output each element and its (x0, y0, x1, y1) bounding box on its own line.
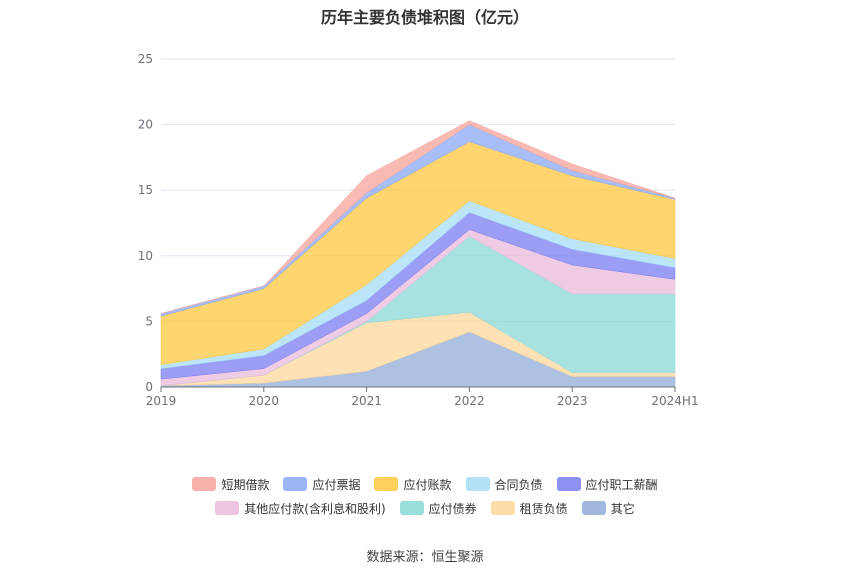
x-tick-label: 2022 (454, 394, 485, 408)
legend-swatch (399, 501, 424, 515)
legend-label: 应付票据 (312, 477, 361, 492)
legend-label: 应付账款 (403, 477, 452, 492)
legend-swatch (465, 477, 490, 491)
y-tick-label: 20 (138, 118, 153, 132)
legend-label: 短期借款 (221, 477, 270, 492)
area-短期借款 (160, 120, 676, 314)
x-tick-label: 2019 (146, 394, 177, 408)
x-tick-label: 2024H1 (651, 394, 698, 408)
y-tick-label: 25 (138, 52, 153, 66)
y-tick-label: 15 (138, 183, 153, 197)
legend-item[interactable]: 应付票据 (283, 476, 360, 493)
stacked-area-chart: 0 5 10 15 20 25 2019 2020 2021 2022 2023 2024H1 (138, 52, 699, 408)
legend-label: 租赁负债 (519, 501, 568, 516)
chart-title: 历年主要负债堆积图（亿元） (320, 8, 529, 27)
legend-item[interactable]: 应付债券 (399, 500, 477, 517)
legend-row: 短期借款 应付票据 应付账款 合同负债 应付职工薪酬 (0, 472, 850, 496)
legend-label: 合同负债 (494, 477, 543, 492)
legend-swatch (490, 501, 515, 515)
source-note: 数据来源：恒生聚源 (366, 550, 484, 565)
x-tick-label: 2023 (557, 394, 588, 408)
legend-label: 应付债券 (428, 501, 477, 516)
legend-item[interactable]: 其他应付款(含利息和股利) (215, 500, 386, 517)
legend-label: 其他应付款(含利息和股利) (244, 501, 386, 516)
legend-label: 应付职工薪酬 (585, 477, 658, 492)
legend-item[interactable]: 租赁负债 (490, 500, 568, 517)
legend: 短期借款 应付票据 应付账款 合同负债 应付职工薪酬其他应付款(含利息和股利) 应付债券 租… (0, 472, 850, 520)
legend-item[interactable]: 应付职工薪酬 (556, 476, 658, 493)
legend-label: 其它 (610, 501, 635, 516)
y-tick-label: 0 (145, 380, 153, 394)
legend-swatch (556, 477, 581, 491)
legend-item[interactable]: 应付账款 (374, 476, 452, 493)
legend-swatch (374, 477, 399, 491)
legend-row: 其他应付款(含利息和股利) 应付债券 租赁负债 其它 (0, 496, 850, 520)
y-tick-label: 10 (138, 249, 153, 263)
axes: 0 5 10 15 20 25 2019 2020 2021 2022 2023 2024H1 (138, 52, 699, 408)
legend-swatch (581, 501, 606, 515)
legend-item[interactable]: 其它 (581, 500, 635, 517)
x-tick-label: 2020 (249, 394, 280, 408)
legend-swatch (283, 477, 308, 491)
legend-swatch (192, 477, 217, 491)
x-tick-label: 2021 (351, 394, 382, 408)
legend-item[interactable]: 合同负债 (465, 476, 543, 493)
area-series (160, 120, 676, 388)
legend-swatch (215, 501, 240, 515)
legend-item[interactable]: 短期借款 (192, 476, 269, 493)
y-tick-label: 5 (145, 314, 153, 328)
